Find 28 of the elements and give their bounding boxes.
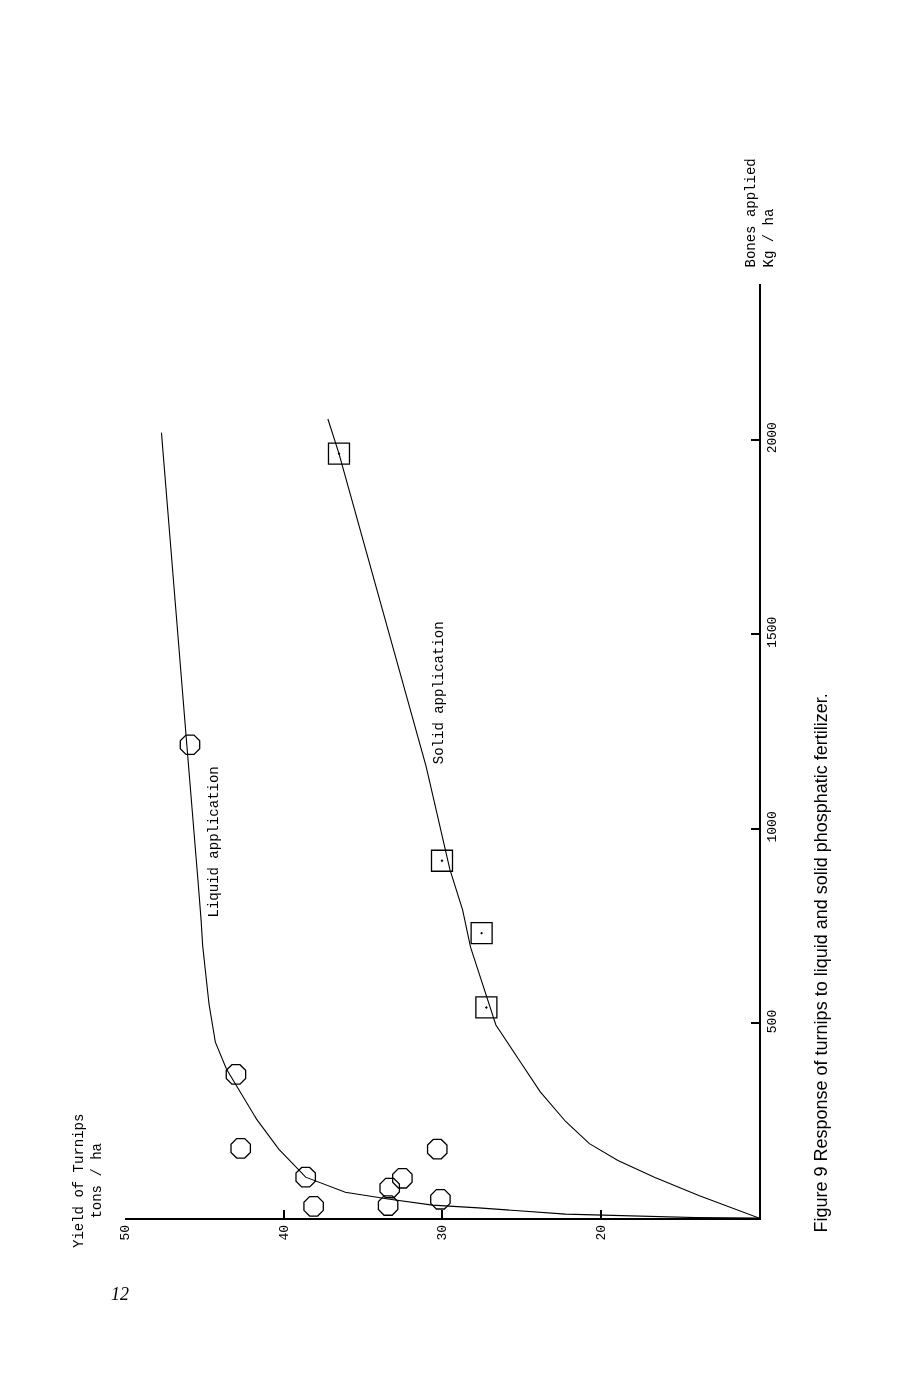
point [295, 1166, 317, 1188]
y-tick-label: 500 [765, 1009, 781, 1034]
point [327, 442, 351, 465]
point [230, 1137, 252, 1159]
point [426, 1138, 448, 1160]
x-tick-label: 50 [118, 1225, 134, 1241]
text: Figure 9 Response of turnips to liquid and solid phosphatic fertilizer. [810, 693, 831, 1233]
y-axis-title: Bones applied Kg / ha [742, 158, 777, 268]
y-tick-label: 1500 [765, 616, 781, 648]
point [392, 1167, 413, 1189]
point [430, 849, 454, 872]
x-tick-label: 20 [593, 1225, 609, 1241]
annotation: Liquid application [205, 766, 222, 918]
x-tick-label: 40 [276, 1225, 292, 1241]
point [379, 1177, 401, 1199]
y-tick-label: 2000 [765, 422, 781, 454]
point [225, 1064, 247, 1085]
point [470, 921, 493, 945]
text: Yield of Turnips tons / ha [71, 1113, 106, 1248]
x-tick-label: 30 [435, 1225, 451, 1241]
annotation: Solid application [431, 621, 448, 765]
point [430, 1188, 451, 1210]
point [179, 734, 201, 756]
text: 12 [111, 1284, 129, 1304]
point [303, 1195, 324, 1217]
point [377, 1195, 399, 1216]
point [475, 996, 498, 1019]
y-tick-label: 1000 [765, 811, 781, 843]
